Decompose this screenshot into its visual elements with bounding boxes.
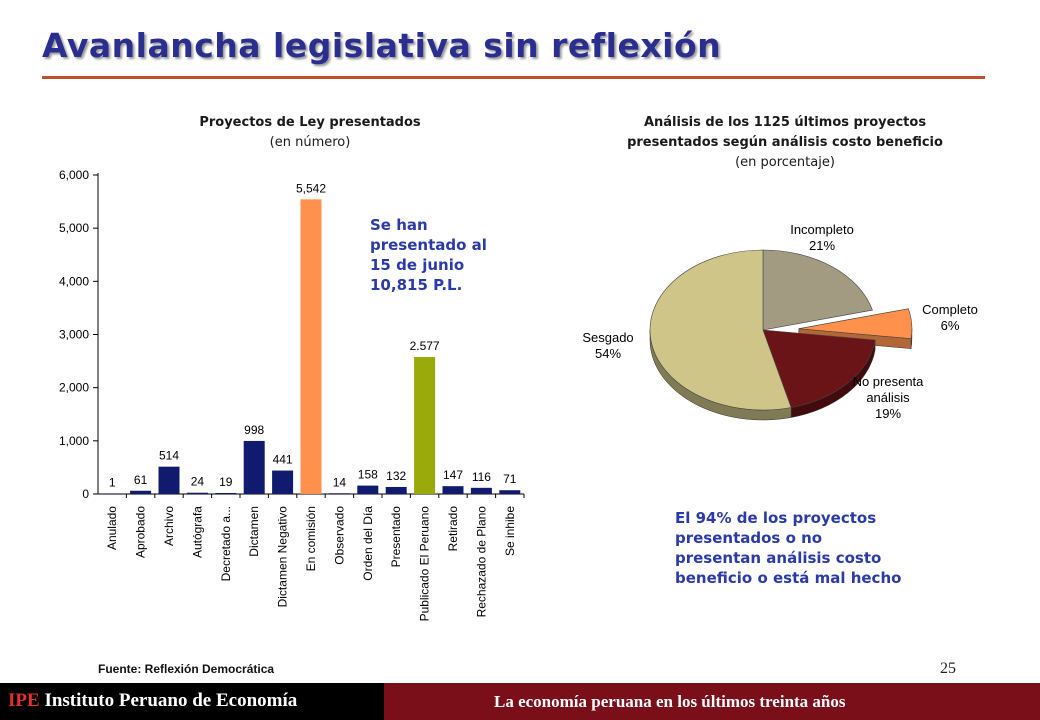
y-tick-label: 0: [82, 487, 89, 501]
pie-chart-title-line-2: presentados según análisis costo benefic…: [627, 135, 943, 150]
x-category-label: Aprobado: [134, 506, 148, 558]
x-category-label: Anulado: [105, 506, 119, 550]
pie-slice: [762, 249, 873, 331]
note-94-percent: El 94% de los proyectos presentados o no…: [675, 508, 901, 588]
bar: [186, 492, 208, 494]
footer-org-name: Instituto Peruano de Economía: [44, 690, 298, 711]
title-underline: [42, 76, 985, 79]
x-category-label: Orden del Día: [361, 506, 375, 581]
bar-chart-title-block: Proyectos de Ley presentados (en número): [160, 113, 460, 153]
x-category-label: Publicado El Peruano: [418, 506, 432, 622]
bar: [357, 485, 379, 494]
bar: [158, 466, 180, 494]
footer-left-panel: IPE Instituto Peruano de Economía: [0, 683, 384, 720]
bar-value-label: 19: [219, 475, 233, 489]
bar-value-label: 2.577: [410, 339, 440, 353]
bar-value-label: 514: [159, 449, 179, 463]
x-category-label: En comisión: [304, 506, 318, 571]
footer-bar: IPE Instituto Peruano de Economía La eco…: [0, 683, 1040, 720]
x-category-label: Autógrafa: [190, 506, 204, 558]
pie-slice: [798, 308, 913, 339]
note-total-line: 10,815 P.L.: [370, 276, 463, 294]
pie-percent-label: 21%: [809, 238, 835, 253]
page-number: 25: [940, 660, 956, 677]
bar: [272, 470, 294, 494]
x-category-label: Dictamen: [247, 506, 261, 557]
bar-value-label: 147: [443, 468, 463, 482]
x-category-label: Se inhibe: [503, 506, 517, 556]
note-94-line: beneficio o está mal hecho: [675, 569, 902, 587]
bar: [130, 490, 152, 494]
bar: [300, 199, 322, 494]
note-total-line: Se han: [370, 216, 428, 234]
bar-value-label: 116: [472, 470, 491, 484]
bar: [243, 440, 265, 494]
bar-value-label: 1: [109, 475, 116, 489]
pie-chart-title-block: Análisis de los 1125 últimos proyectos p…: [580, 113, 990, 173]
bar-value-label: 24: [191, 475, 205, 489]
pie-category-label: No presenta: [853, 374, 925, 389]
bar: [414, 356, 436, 494]
y-tick-label: 6,000: [59, 168, 89, 182]
pie-category-label: Completo: [922, 302, 978, 317]
x-category-label: Decretado a...: [219, 506, 233, 581]
y-tick-label: 1,000: [59, 434, 89, 448]
bar-value-label: 71: [503, 472, 517, 486]
note-94-line: presentan análisis costo: [675, 549, 882, 567]
y-tick-label: 4,000: [59, 274, 89, 288]
note-total-presented: Se han presentado al 15 de junio 10,815 …: [370, 215, 487, 295]
bar-value-label: 14: [333, 475, 347, 489]
bar: [385, 486, 407, 494]
pie-chart-title-line-1: Análisis de los 1125 últimos proyectos: [643, 115, 927, 130]
footer-tagline: La economía peruana en los últimos trein…: [494, 692, 846, 711]
note-94-line: presentados o no: [675, 529, 823, 547]
slide-title: Avanlancha legislativa sin reflexión: [42, 26, 722, 65]
bar-chart-title: Proyectos de Ley presentados: [199, 115, 421, 130]
pie-percent-label: 6%: [941, 318, 960, 333]
pie-slice: [649, 249, 792, 411]
y-tick-label: 3,000: [59, 328, 89, 342]
pie-slice: [762, 329, 876, 408]
bar: [328, 493, 350, 494]
footer-right-panel: [384, 683, 1040, 720]
bar-chart-subtitle: (en número): [269, 135, 351, 150]
bar-value-label: 132: [386, 469, 406, 483]
x-category-label: Presentado: [389, 506, 403, 568]
bar: [470, 487, 492, 494]
bar: [499, 490, 521, 494]
pie-category-label: Sesgado: [582, 330, 633, 345]
y-tick-label: 5,000: [59, 221, 89, 235]
source-note: Fuente: Reflexión Democrática: [98, 662, 275, 676]
pie-chart-subtitle: (en porcentaje): [735, 155, 835, 170]
bar-value-label: 441: [273, 453, 293, 467]
bar-value-label: 998: [244, 423, 264, 437]
bar-value-label: 158: [358, 468, 378, 482]
ipe-logo-text: IPE: [8, 690, 40, 711]
x-category-label: Dictamen Negativo: [276, 506, 290, 608]
x-category-label: Retirado: [446, 506, 460, 552]
bar-chart: 0 1,000 2,000 3,000 4,000 5,000 6,000 1 Anulado 6…: [59, 168, 525, 622]
pie-percent-label: 19%: [875, 406, 901, 421]
note-94-line: El 94% de los proyectos: [675, 509, 877, 527]
bar: [215, 492, 237, 494]
x-category-label: Archivo: [162, 506, 176, 546]
pie-category-label: análisis: [866, 390, 910, 405]
footer-organization: IPE Instituto Peruano de Economía: [8, 690, 297, 712]
y-tick-label: 2,000: [59, 381, 89, 395]
x-category-label: Observado: [332, 506, 346, 565]
pie-category-label: Incompleto: [790, 222, 854, 237]
pie-percent-label: 54%: [595, 346, 621, 361]
bar: [442, 486, 464, 494]
note-total-line: presentado al: [370, 236, 487, 254]
bar-value-label: 5,542: [296, 181, 326, 195]
x-category-label: Rechazado de Plano: [474, 506, 488, 618]
note-total-line: 15 de junio: [370, 256, 465, 274]
bar: [101, 493, 123, 494]
bar-value-label: 61: [134, 473, 148, 487]
